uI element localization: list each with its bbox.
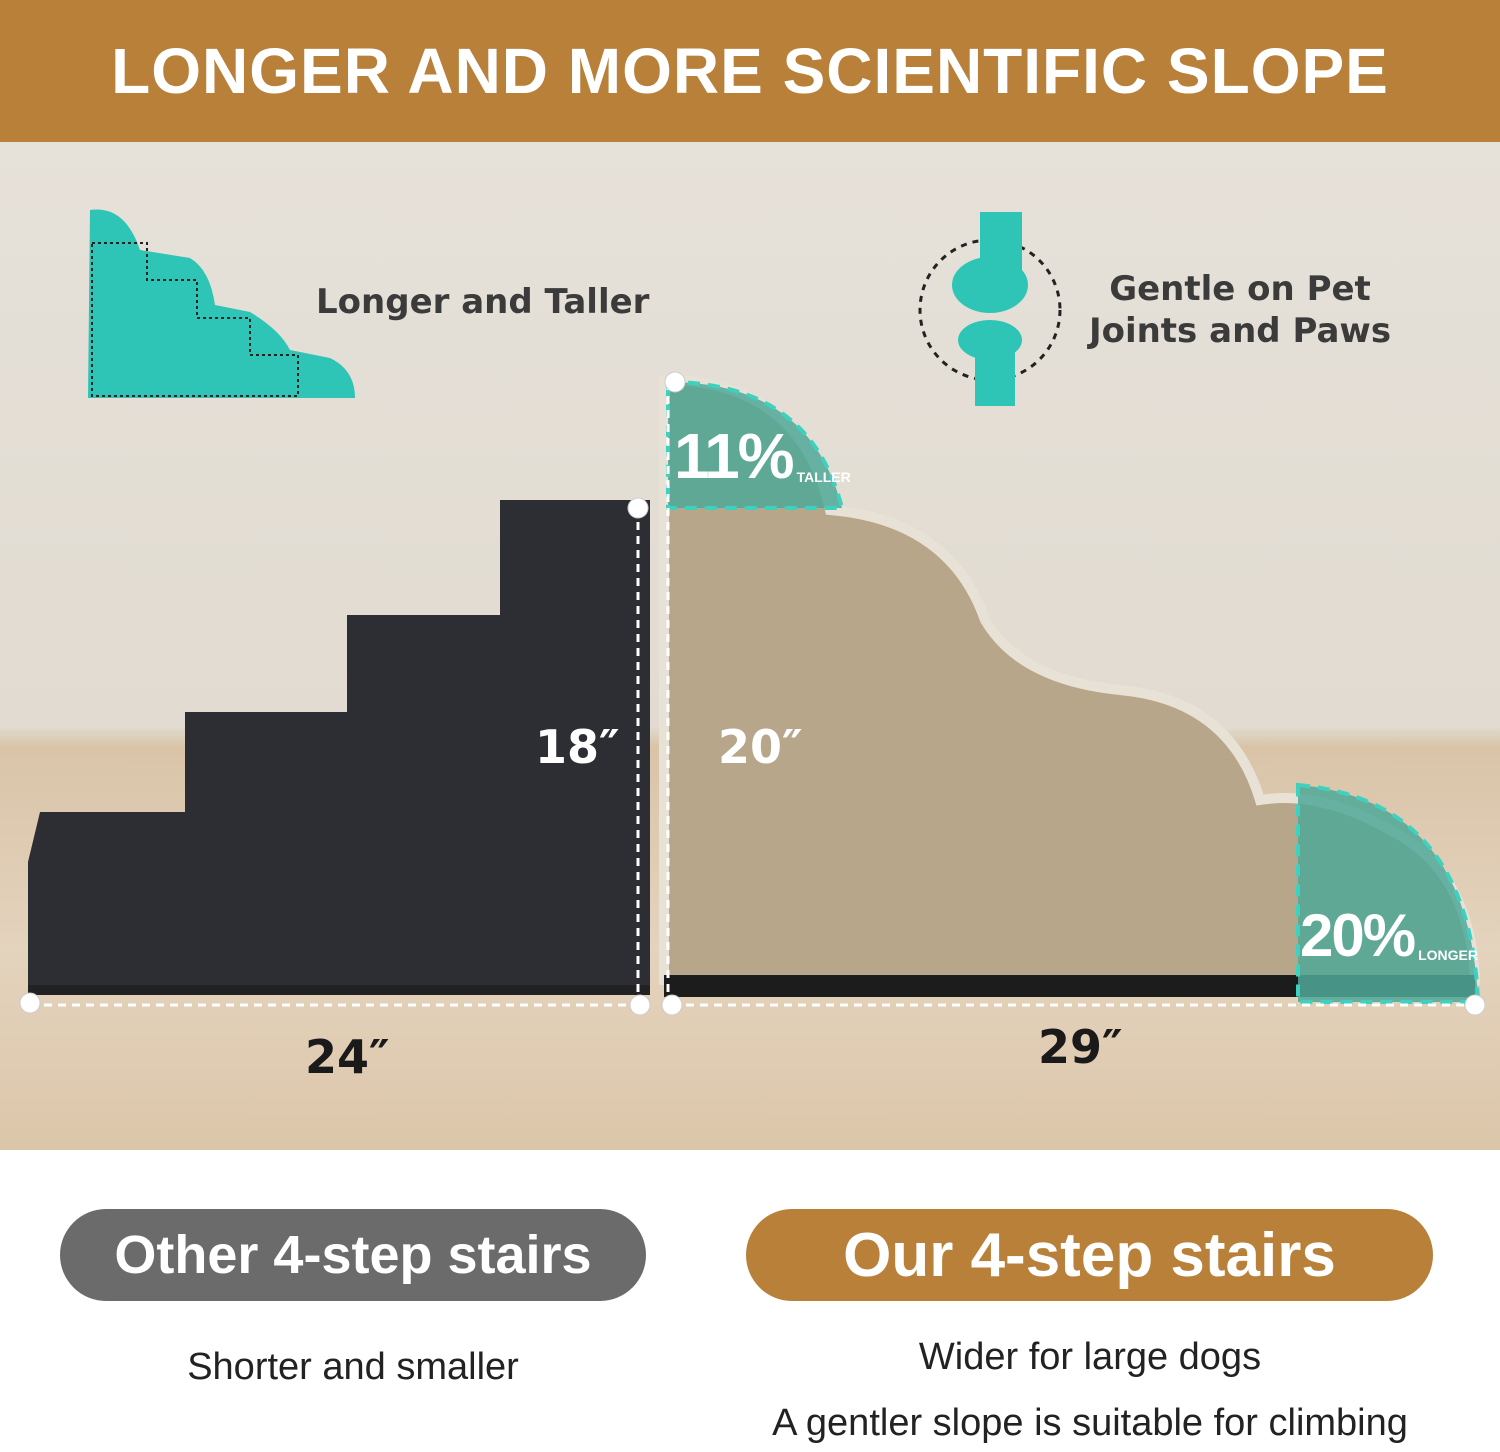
stair-outline-icon [88, 209, 355, 398]
stairs-illustration [19, 209, 1486, 1016]
longer-label: LONGER [1418, 947, 1478, 963]
our-height-label: 20″ [718, 720, 803, 774]
feature-label-longer-taller: Longer and Taller [316, 282, 650, 322]
our-desc-1: Wider for large dogs [918, 1336, 1262, 1378]
taller-percent: 11% [674, 420, 795, 492]
feature-line-2: Joints and Paws [1088, 311, 1392, 351]
other-stairs-pill: Other 4-step stairs [60, 1209, 646, 1301]
taller-highlight [666, 379, 845, 510]
other-stairs [28, 500, 650, 985]
our-stairs-pill: Our 4-step stairs [746, 1209, 1433, 1301]
our-desc-2: A gentler slope is suitable for climbing [772, 1402, 1408, 1444]
feature-line-1: Gentle on Pet [1109, 269, 1371, 309]
taller-label: TALLER [796, 469, 851, 485]
our-width-label: 29″ [1038, 1020, 1123, 1074]
title-banner: LONGER AND MORE SCIENTIFIC SLOPE [0, 0, 1500, 142]
page-title: LONGER AND MORE SCIENTIFIC SLOPE [111, 35, 1389, 107]
longer-highlight [1296, 782, 1481, 1004]
longer-percent: 20% [1300, 902, 1416, 969]
taller-badge: 11% TALLER [674, 424, 851, 488]
longer-badge: 20% LONGER [1300, 906, 1478, 966]
feature-label-gentle: Gentle on Pet Joints and Paws [1070, 268, 1410, 352]
other-desc: Shorter and smaller [187, 1346, 519, 1388]
joint-icon [918, 212, 1062, 406]
other-height-label: 18″ [535, 720, 620, 774]
other-width-label: 24″ [305, 1030, 390, 1084]
